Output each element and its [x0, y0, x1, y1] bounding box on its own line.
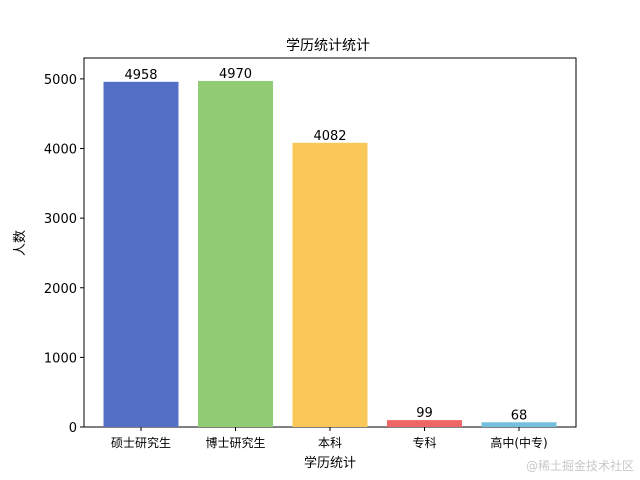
y-tick-label-1: 1000 — [44, 351, 77, 366]
chart-title: 学历统计统计 — [286, 38, 370, 54]
y-axis-label: 人数 — [13, 230, 28, 256]
x-axis: 硕士研究生 博士研究生 本科 专科 高中(中专) — [111, 427, 548, 450]
y-tick-label-2: 2000 — [44, 282, 77, 297]
x-tick-label-4: 高中(中专) — [490, 435, 547, 450]
x-axis-label: 学历统计 — [304, 455, 356, 471]
data-label-2: 4082 — [313, 129, 346, 144]
x-tick-label-2: 本科 — [318, 436, 342, 450]
bar-3 — [387, 420, 462, 427]
bar-0 — [103, 81, 179, 427]
y-tick-label-4: 4000 — [44, 143, 77, 158]
y-axis: 0 1000 2000 3000 4000 5000 — [44, 73, 84, 436]
bar-4 — [481, 422, 557, 427]
bar-1 — [198, 80, 273, 428]
x-tick-label-0: 硕士研究生 — [111, 435, 171, 450]
y-tick-label-5: 5000 — [44, 73, 77, 88]
x-tick-label-3: 专科 — [412, 435, 436, 450]
x-tick-label-1: 博士研究生 — [205, 435, 265, 450]
watermark: @稀土掘金技术社区 — [525, 459, 634, 473]
data-label-4: 68 — [511, 408, 528, 423]
data-label-0: 4958 — [124, 68, 157, 83]
data-label-3: 99 — [416, 406, 433, 421]
y-tick-label-0: 0 — [69, 421, 77, 436]
y-tick-label-3: 3000 — [44, 212, 77, 227]
bars-group: 4958 4970 4082 99 68 — [103, 67, 557, 428]
bar-2 — [292, 142, 368, 427]
data-label-1: 4970 — [219, 67, 252, 82]
